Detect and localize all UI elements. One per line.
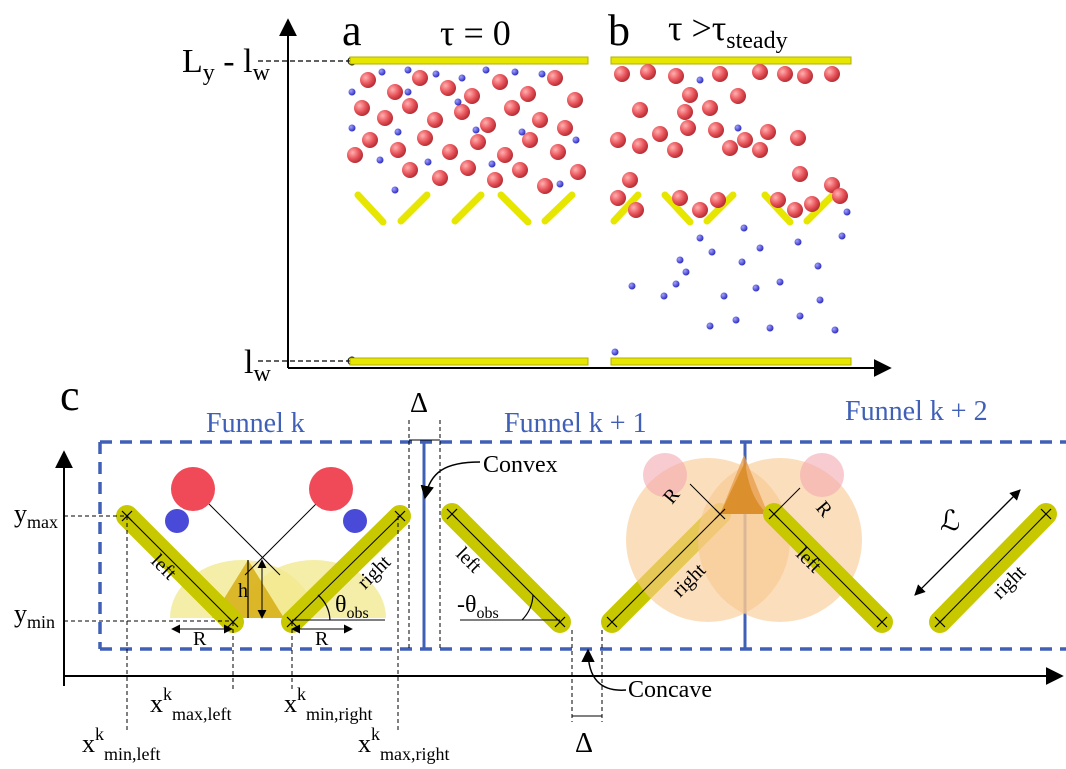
delta-bottom: Δ — [572, 715, 602, 759]
concave-annotation: Concave — [581, 648, 712, 703]
panel-a-walls — [349, 56, 589, 366]
funnel-k-title: Funnel k — [206, 408, 305, 439]
panel-b-obstacles — [610, 191, 837, 226]
ymax-label: ymax — [14, 499, 127, 532]
theta-labels: θobs -θobs — [292, 592, 560, 622]
panel-b-walls — [610, 56, 852, 366]
svg-text:-θobs: -θobs — [457, 592, 499, 622]
svg-text:xkmin,left: xkmin,left — [82, 724, 161, 764]
panel-a-obstacles — [354, 191, 576, 226]
panel-a-letter: a — [342, 6, 362, 55]
panel-b-title: τ >τsteady — [668, 8, 788, 54]
delta-top: Δ — [408, 388, 441, 650]
svg-text:h: h — [238, 580, 248, 602]
x-labels: xkmax,left xkmin,right xkmin,left xkmax,… — [82, 684, 450, 764]
lw-label: lw — [244, 344, 271, 387]
svg-text:R: R — [193, 628, 207, 650]
svg-text:R: R — [315, 628, 329, 650]
svg-text:ymin: ymin — [14, 599, 55, 632]
panel-c-letter: c — [60, 371, 80, 420]
panel-a-particles — [347, 66, 586, 194]
ly-minus-lw-label: Ly - lw — [182, 43, 271, 86]
svg-text:xkmax,right: xkmax,right — [358, 724, 450, 764]
ymin-label: ymin — [14, 599, 232, 632]
convex-annotation: Convex — [420, 452, 558, 500]
length-indicator: ℒ — [914, 489, 1021, 596]
svg-text:Concave: Concave — [628, 677, 712, 703]
svg-text:Δ: Δ — [575, 728, 593, 759]
funnel-k1-title: Funnel k + 1 — [504, 408, 647, 439]
bottom-axes — [55, 450, 1064, 686]
svg-text:ymax: ymax — [14, 499, 58, 532]
funnel-k2-disks — [626, 453, 862, 622]
svg-text:xkmin,right: xkmin,right — [284, 684, 373, 724]
funnel-k2-title: Funnel k + 2 — [845, 396, 988, 427]
svg-text:Ly - lw: Ly - lw — [182, 43, 271, 86]
panel-b-particles — [610, 64, 851, 356]
svg-text:ℒ: ℒ — [940, 506, 960, 537]
svg-text:Δ: Δ — [410, 388, 428, 419]
svg-text:Convex: Convex — [483, 452, 558, 478]
panel-b-letter: b — [608, 6, 630, 55]
funnel-k-particles — [165, 467, 367, 533]
svg-text:xkmax,left: xkmax,left — [150, 684, 231, 724]
panel-a-title: τ = 0 — [440, 13, 511, 53]
svg-text:θobs: θobs — [335, 592, 369, 622]
svg-text:lw: lw — [244, 344, 271, 387]
